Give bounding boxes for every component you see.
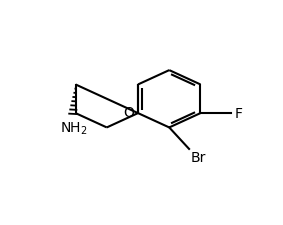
Text: NH$_2$: NH$_2$ — [60, 120, 88, 137]
Text: F: F — [235, 107, 243, 121]
Text: Br: Br — [190, 150, 206, 164]
Text: O: O — [123, 106, 134, 120]
